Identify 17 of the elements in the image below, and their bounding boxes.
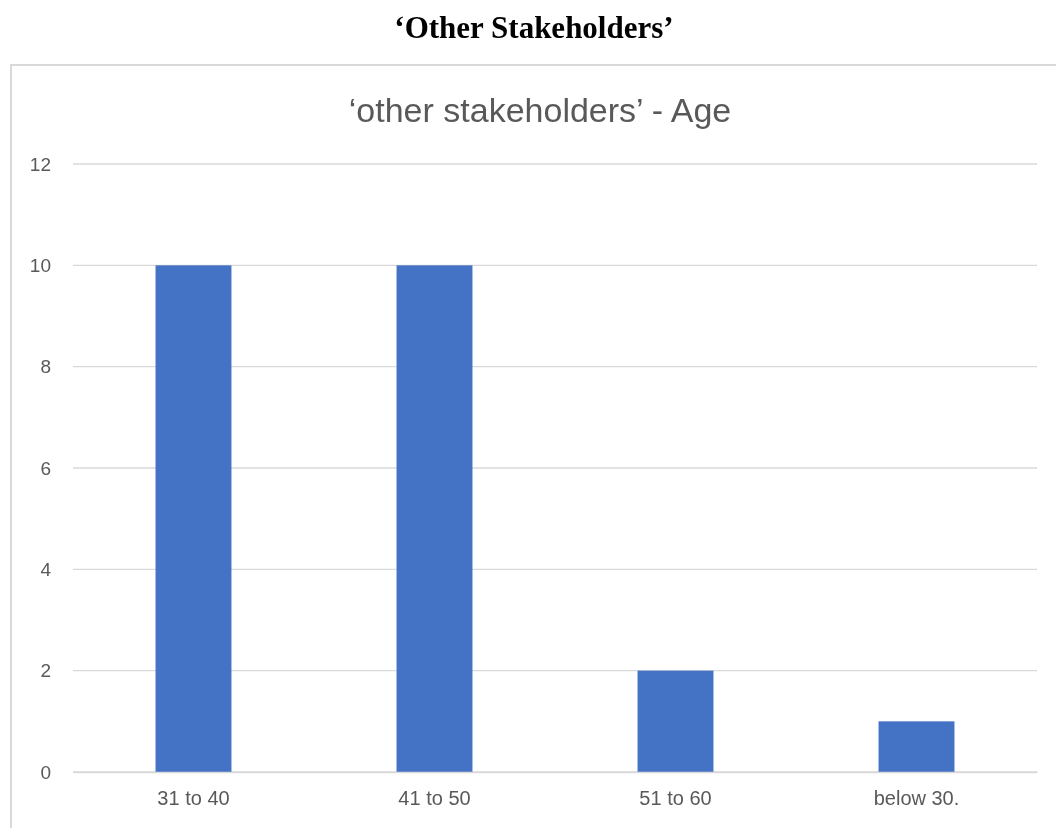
bar [396,265,473,772]
x-tick-label: 51 to 60 [639,787,712,810]
y-tick-label: 12 [29,153,51,175]
chart-subtitle: ‘other stakeholders’ - Age [348,91,732,129]
bar [155,265,232,772]
x-tick-label: below 30. [873,787,960,810]
y-tick-label: 2 [40,660,51,682]
x-tick-label: 31 to 40 [157,787,230,810]
bar [878,721,955,772]
bar [637,670,714,772]
y-tick-label: 6 [40,457,51,479]
y-tick-label: 4 [40,558,52,580]
y-tick-label: 10 [29,254,51,276]
y-tick-label: 0 [40,761,51,783]
chart-title: ‘Other Stakeholders’ [394,10,674,45]
y-tick-label: 8 [40,356,51,378]
x-tick-label: 41 to 50 [398,787,471,810]
